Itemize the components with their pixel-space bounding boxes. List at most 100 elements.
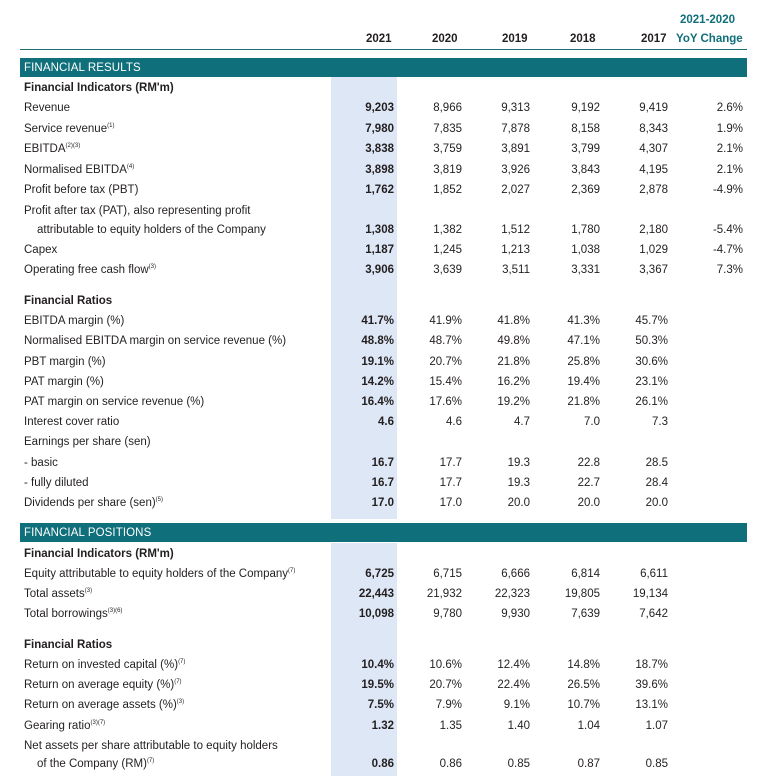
- row-label-text: PAT margin on service revenue (%): [24, 396, 205, 408]
- value-cell: 28.4: [645, 477, 668, 489]
- value-cell: 19.2%: [497, 396, 530, 408]
- value-cell: 3,926: [501, 164, 530, 176]
- value-cell: 22.7: [577, 477, 600, 489]
- value-cell: 1,852: [433, 184, 462, 196]
- row-label: Net assets per share attributable to equ…: [24, 740, 278, 752]
- value-cell: 16.7: [371, 457, 394, 469]
- row-label: Financial Indicators (RM'm): [24, 548, 174, 560]
- row-label-text: PAT margin (%): [24, 376, 104, 388]
- row-label-text: - fully diluted: [24, 477, 89, 489]
- row-label-text: - basic: [24, 457, 58, 469]
- value-cell: 20.7%: [429, 679, 462, 691]
- value-cell: 12.4%: [497, 659, 530, 671]
- row-label-text: Earnings per share (sen): [24, 436, 151, 448]
- row-label: Dividends per share (sen)(5): [24, 497, 163, 509]
- value-cell: 4.7: [514, 416, 530, 428]
- row-label-text: Dividends per share (sen): [24, 497, 156, 509]
- row-label-text: Net assets per share attributable to equ…: [24, 740, 278, 752]
- value-cell: 2,180: [639, 224, 668, 236]
- row-label: EBITDA(2)(3): [24, 143, 80, 155]
- row-label: Normalised EBITDA margin on service reve…: [24, 335, 286, 347]
- footnote-marker: (3)(6): [107, 608, 123, 615]
- value-cell: 17.6%: [429, 396, 462, 408]
- value-cell: 3,759: [433, 143, 462, 155]
- value-cell: 10.7%: [567, 699, 600, 711]
- value-cell: 7,639: [571, 608, 600, 620]
- row-label: Operating free cash flow(3): [24, 264, 156, 276]
- footnote-marker: (7): [174, 679, 182, 686]
- value-cell: 28.5: [645, 457, 668, 469]
- value-cell: 7,980: [365, 123, 394, 135]
- value-cell: 13.1%: [635, 699, 668, 711]
- row-label: Profit before tax (PBT): [24, 184, 138, 196]
- row-label: Return on invested capital (%)(7): [24, 659, 185, 671]
- value-cell: 1,038: [571, 244, 600, 256]
- value-cell: 14.2%: [361, 376, 394, 388]
- yoy-change-cell: -5.4%: [712, 224, 743, 236]
- value-cell: 41.9%: [429, 315, 462, 327]
- current-year-highlight: [331, 543, 397, 776]
- row-label-text: Interest cover ratio: [24, 416, 120, 428]
- row-label: PAT margin (%): [24, 376, 104, 388]
- value-cell: 19.1%: [361, 356, 394, 368]
- row-label-text: Financial Indicators (RM'm): [24, 548, 174, 560]
- value-cell: 7,878: [501, 123, 530, 135]
- value-cell: 2,878: [639, 184, 668, 196]
- row-label-text: Financial Ratios: [24, 639, 113, 651]
- value-cell: 1,213: [501, 244, 530, 256]
- value-cell: 3,906: [365, 264, 394, 276]
- row-label-text: Revenue: [24, 102, 71, 114]
- value-cell: 4,307: [639, 143, 668, 155]
- value-cell: 20.7%: [429, 356, 462, 368]
- value-cell: 3,819: [433, 164, 462, 176]
- value-cell: 6,666: [501, 568, 530, 580]
- value-cell: 8,966: [433, 102, 462, 114]
- value-cell: 1,029: [639, 244, 668, 256]
- footnote-marker: (7): [146, 758, 155, 765]
- row-label-text: EBITDA margin (%): [24, 315, 125, 327]
- value-cell: 3,511: [502, 264, 530, 276]
- row-label: Total assets(3): [24, 588, 92, 600]
- value-cell: 47.1%: [567, 335, 600, 347]
- value-cell: 1.32: [371, 720, 394, 732]
- value-cell: 9,780: [433, 608, 462, 620]
- value-cell: 45.7%: [635, 315, 668, 327]
- value-cell: 9,203: [365, 102, 394, 114]
- value-cell: 1,780: [571, 224, 600, 236]
- value-cell: 22,443: [358, 588, 394, 600]
- value-cell: 9.1%: [503, 699, 530, 711]
- section-band-results: [20, 58, 747, 77]
- section-title-positions: FINANCIAL POSITIONS: [24, 527, 152, 539]
- row-label-text: Equity attributable to equity holders of…: [24, 568, 289, 580]
- value-cell: 2,369: [571, 184, 600, 196]
- value-cell: 1,512: [501, 224, 530, 236]
- value-cell: 48.8%: [361, 335, 394, 347]
- yoy-change-cell: 2.6%: [716, 102, 743, 114]
- value-cell: 23.1%: [635, 376, 668, 388]
- value-cell: 1,245: [433, 244, 462, 256]
- value-cell: 1,382: [433, 224, 462, 236]
- value-cell: 2,027: [501, 184, 530, 196]
- value-cell: 20.0: [645, 497, 668, 509]
- row-label: PAT margin on service revenue (%): [24, 396, 204, 408]
- value-cell: 9,313: [501, 102, 530, 114]
- year-header-2019: 2019: [502, 33, 528, 45]
- value-cell: 6,814: [571, 568, 600, 580]
- value-cell: 7,835: [433, 123, 462, 135]
- value-cell: 1.07: [645, 720, 668, 732]
- value-cell: 1,187: [365, 244, 394, 256]
- value-cell: 21.8%: [497, 356, 530, 368]
- footnote-marker: (3): [148, 264, 156, 271]
- value-cell: 9,192: [571, 102, 600, 114]
- value-cell: 39.6%: [635, 679, 668, 691]
- value-cell: 0.85: [645, 758, 668, 770]
- row-label: Return on average equity (%)(7): [24, 679, 182, 691]
- value-cell: 8,158: [571, 123, 600, 135]
- row-label: - basic: [24, 457, 58, 469]
- value-cell: 17.0: [371, 497, 394, 509]
- value-cell: 3,843: [571, 164, 600, 176]
- yoy-change-cell: 2.1%: [716, 143, 743, 155]
- value-cell: 3,331: [571, 264, 600, 276]
- value-cell: 10,098: [358, 608, 394, 620]
- row-label-text: Profit before tax (PBT): [24, 184, 139, 196]
